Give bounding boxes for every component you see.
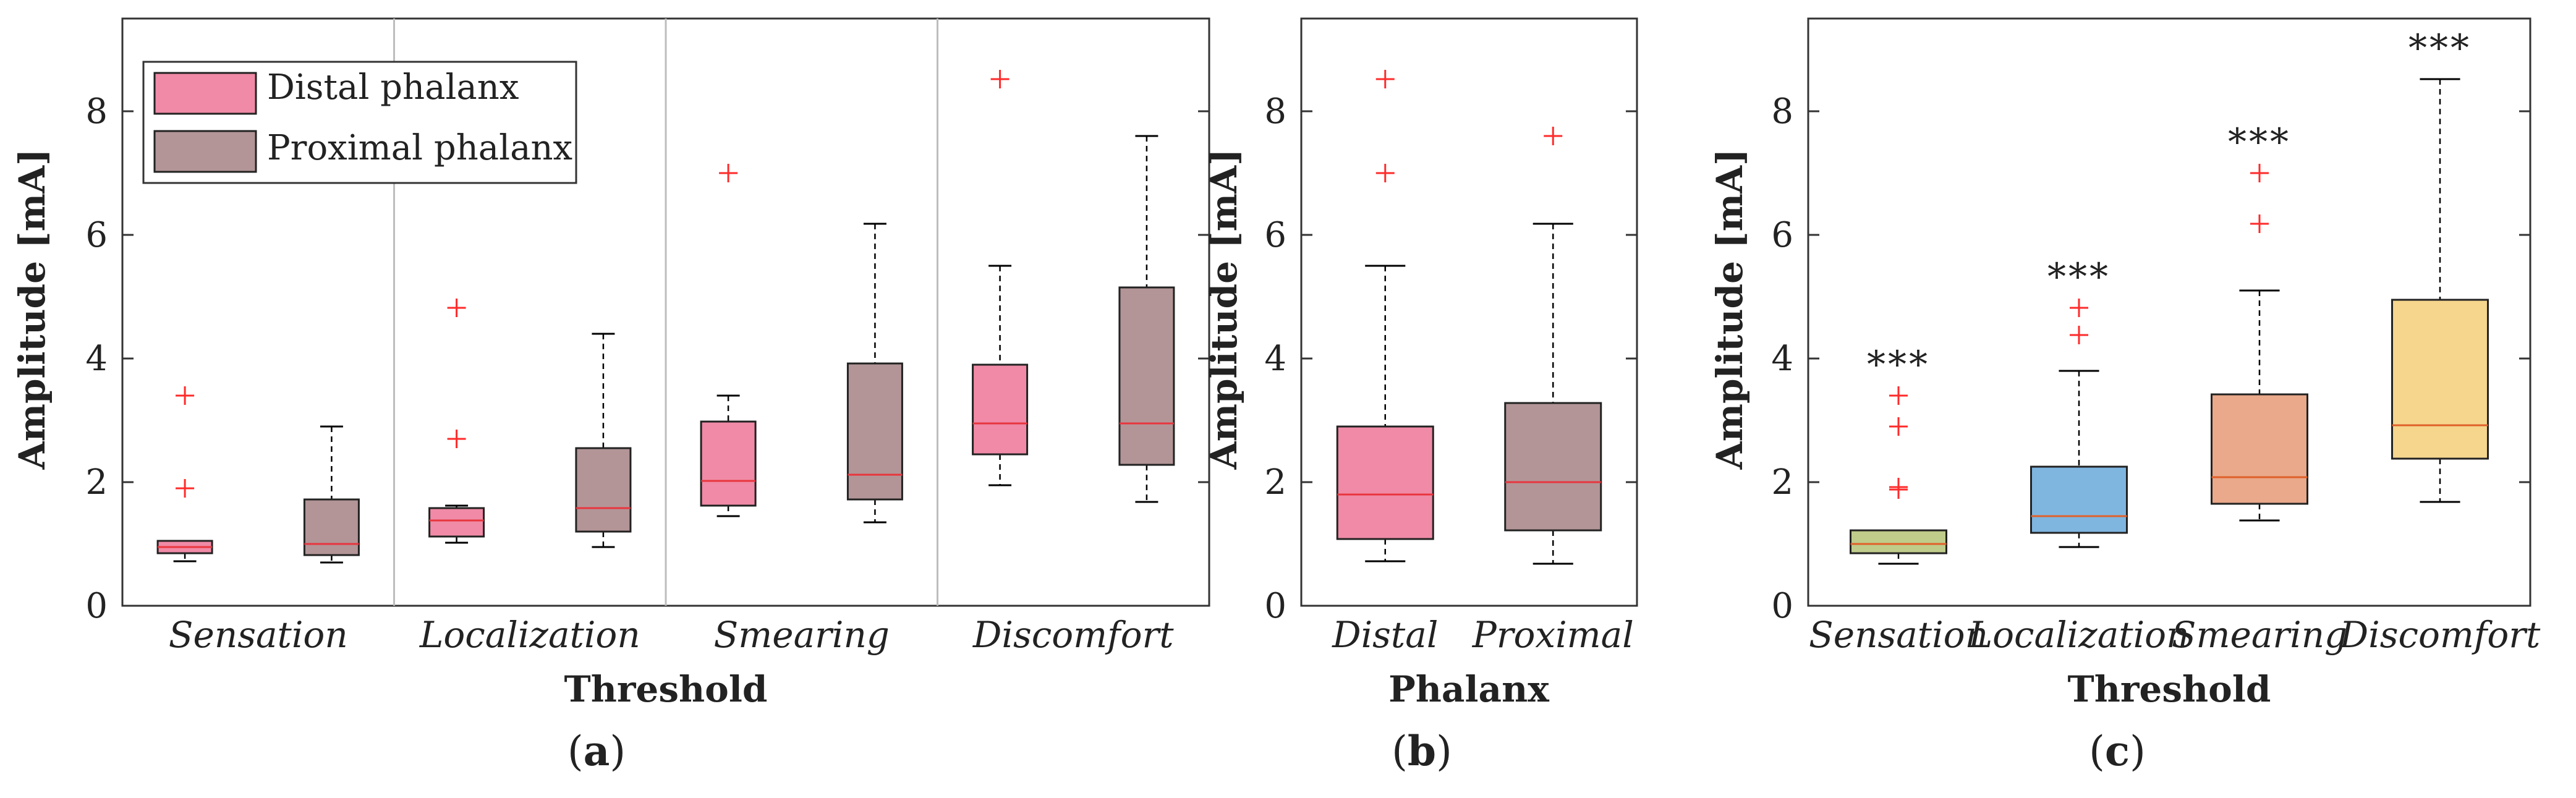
panel-a-proximal-box	[846, 362, 903, 501]
legend-swatch-proximal	[153, 130, 257, 173]
panel-b-xlabel: Phalanx	[1388, 668, 1549, 710]
panel-c-sensation-outlier	[1889, 417, 1908, 436]
panel-b-proximal-box	[1504, 402, 1602, 532]
panel-a-xtick-label: Discomfort	[972, 614, 1174, 656]
panel-c-ytick-label: 4	[1771, 339, 1793, 379]
panel-b-xtick-label: Distal	[1332, 614, 1438, 656]
panel-a-xtick-label: Localization	[419, 614, 640, 656]
panel-label-b-letter: b	[1408, 727, 1436, 775]
panel-a-ytick-label: 2	[85, 462, 108, 503]
panel-a-proximal-box	[1118, 286, 1175, 466]
panel-a: 0 2 4 6 8 Sensation Localization Smearing Discom…	[85, 17, 1210, 656]
panel-c: 0 2 4 6 8 Sensation *** Localization *** Smearing…	[1771, 17, 2541, 656]
panel-b-distal-outlier	[1375, 70, 1395, 88]
panel-a-xtick-label: Smearing	[714, 614, 890, 656]
panel-c-localization-outlier	[2070, 299, 2088, 317]
panel-c-significance-stars: ***	[2228, 121, 2291, 164]
panel-b-proximal-outlier	[1544, 127, 1563, 145]
panel-c-xtick-label: Sensation	[1809, 614, 1988, 656]
panel-a-distal-outlier	[176, 479, 195, 498]
panel-a-proximal-box	[303, 498, 360, 556]
panel-b-ytick-label: 2	[1264, 462, 1286, 503]
panel-b-ytick-label: 6	[1264, 215, 1286, 255]
panel-c-ylabel: Amplitude [mA]	[1709, 149, 1751, 470]
panel-c-ytick-label: 0	[1771, 586, 1793, 626]
legend	[142, 61, 577, 184]
panel-a-xlabel: Threshold	[564, 668, 768, 710]
legend-label-distal: Distal phalanx	[267, 67, 519, 108]
panel-c-significance-stars: ***	[1867, 343, 1930, 386]
panel-c-ytick-label: 2	[1771, 462, 1793, 503]
panel-c-localization-outlier	[2070, 326, 2088, 344]
panel-label-c: (c)	[2089, 727, 2146, 775]
panel-a-ytick-label: 0	[85, 586, 108, 626]
panel-b-ytick-label: 4	[1264, 339, 1286, 379]
panel-b-ytick-label: 0	[1264, 586, 1286, 626]
panel-label-a-letter: a	[584, 727, 610, 775]
panel-c-significance-stars: ***	[2408, 27, 2472, 70]
panel-a-distal-outlier	[990, 70, 1010, 88]
panel-c-smearing-outlier	[2250, 214, 2269, 233]
panel-b-distal-outlier	[1375, 164, 1395, 182]
panel-a-ytick-label: 6	[85, 215, 108, 255]
panel-a-distal-box	[972, 363, 1029, 456]
panel-b-ylabel: Amplitude [mA]	[1203, 149, 1245, 470]
panel-a-distal-outlier	[447, 299, 466, 317]
panel-c-sensation-box	[1850, 529, 1947, 554]
panel-a-distal-outlier	[447, 430, 466, 448]
panel-c-xtick-label: Smearing	[2172, 614, 2347, 656]
panel-c-ytick-label: 8	[1771, 91, 1793, 132]
panel-b-axes-frame	[1300, 17, 1638, 607]
panel-a-distal-box	[428, 507, 485, 538]
panel-a-xtick-label: Sensation	[169, 614, 348, 656]
panel-a-ytick-label: 8	[85, 91, 108, 132]
panel-b-xtick-label: Proximal	[1472, 614, 1634, 656]
panel-c-localization-box	[2030, 465, 2128, 534]
panel-label-a: (a)	[567, 727, 626, 775]
panel-label-c-letter: c	[2105, 727, 2130, 775]
panel-c-smearing-box	[2211, 393, 2308, 505]
panel-c-ytick-label: 6	[1771, 215, 1793, 255]
panel-label-b: (b)	[1392, 727, 1452, 775]
panel-c-sensation-outlier	[1889, 478, 1908, 496]
panel-a-ytick-label: 4	[85, 339, 108, 379]
legend-label-proximal: Proximal phalanx	[267, 128, 572, 168]
panel-b-ytick-label: 8	[1264, 91, 1286, 132]
panel-c-smearing-outlier	[2250, 164, 2269, 182]
panel-c-discomfort-box	[2391, 299, 2489, 460]
panel-c-significance-stars: ***	[2047, 255, 2111, 299]
panel-c-xtick-label: Localization	[1968, 614, 2190, 656]
panel-b: 0 2 4 6 8 Distal Proximal	[1264, 17, 1638, 656]
panel-b-distal-box	[1336, 425, 1434, 540]
legend-swatch-distal	[153, 72, 257, 115]
panel-a-distal-box	[700, 420, 757, 507]
panel-a-distal-outlier	[176, 386, 195, 405]
panel-a-ylabel: Amplitude [mA]	[11, 149, 53, 470]
panel-c-xtick-label: Discomfort	[2339, 614, 2541, 656]
panel-a-proximal-box	[575, 447, 632, 533]
panel-c-xlabel: Threshold	[2068, 668, 2271, 710]
panel-c-axes-frame	[1807, 17, 2531, 607]
panel-a-distal-outlier	[719, 164, 738, 182]
panel-c-sensation-outlier	[1889, 386, 1908, 405]
